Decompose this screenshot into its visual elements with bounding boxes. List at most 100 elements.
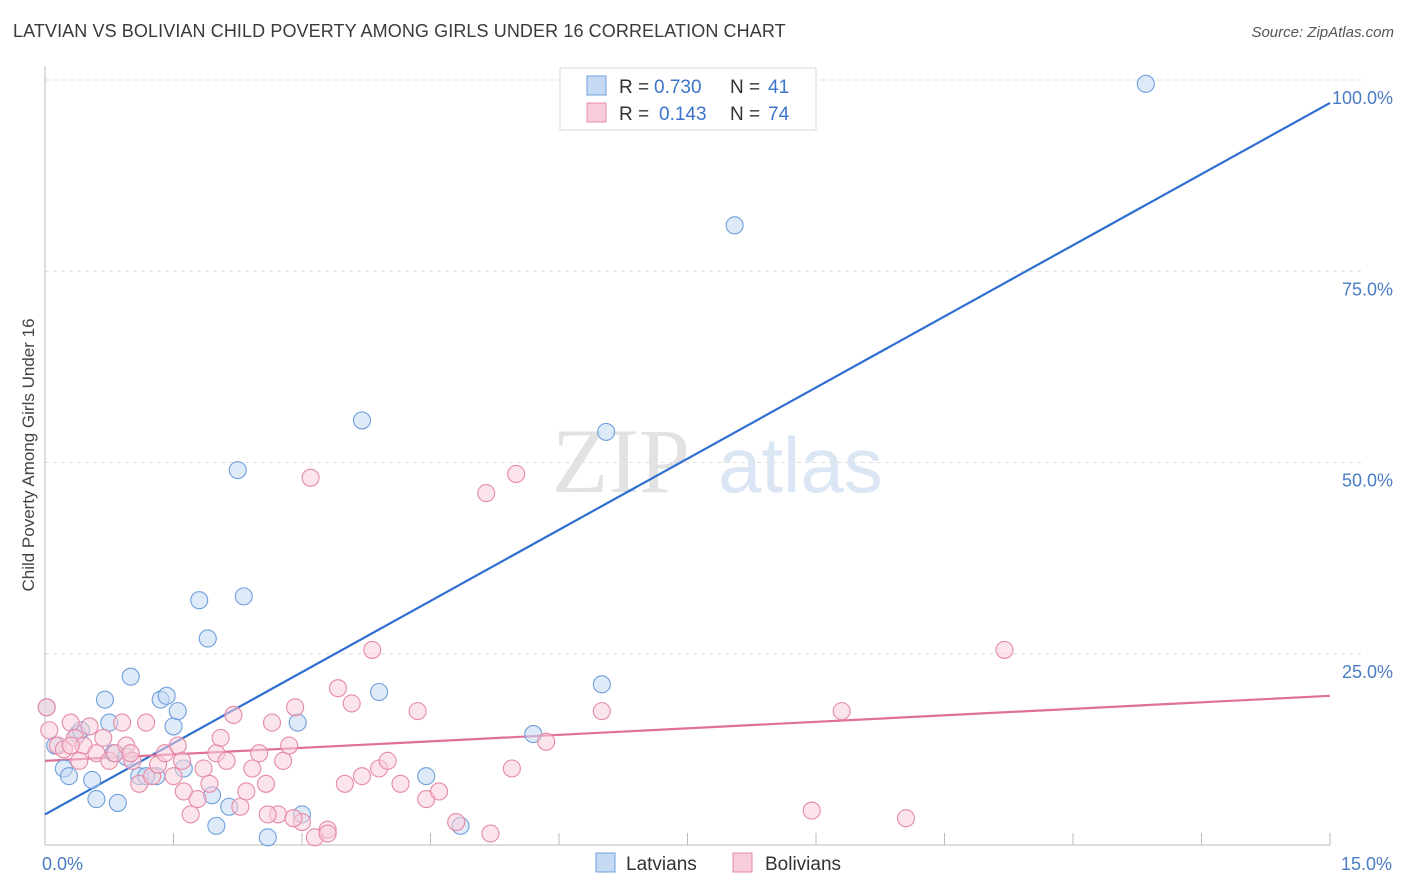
point-latvians-17 [164,717,183,736]
y-tick-label-0: 25.0% [1342,662,1393,682]
point-latvians-23 [207,816,226,835]
legend-n-value-2: 74 [768,104,790,125]
point-latvians-3 [59,767,79,786]
legend-n-value-1: 41 [768,77,789,98]
source-credit: Source: ZipAtlas.com [1251,24,1394,41]
y-tick-label-3: 100.0% [1332,88,1393,108]
point-latvians-28 [288,713,307,732]
point-bolivians-45 [328,679,348,698]
point-latvians-35 [592,675,611,694]
point-bolivians-21 [168,736,187,755]
point-bolivians-35 [256,774,276,793]
trend-line-bolivians [44,694,1331,762]
point-bolivians-62 [592,702,611,721]
point-bolivians-31 [231,797,250,816]
point-latvians-26 [234,587,253,606]
x-tick-label-0: 0.0% [42,854,83,874]
series-legend: Latvians Bolivians [595,852,841,875]
point-latvians-25 [228,461,247,480]
legend-swatch-latvians [586,75,607,96]
point-latvians-21 [198,629,217,648]
point-bolivians-66 [995,640,1014,659]
point-bolivians-9 [94,728,113,747]
point-bolivians-57 [477,484,496,503]
point-bolivians-72 [284,809,303,828]
point-bolivians-7 [80,717,99,736]
point-bolivians-39 [280,736,299,755]
point-bolivians-59 [502,759,521,778]
y-tick-label-1: 50.0% [1342,471,1393,491]
legend-n-label-2: N = [730,104,760,125]
legend-r-label-2: R = [619,104,649,125]
legend-n-label-1: N = [730,77,760,98]
point-bolivians-68 [121,744,140,763]
point-bolivians-49 [363,640,382,659]
point-bolivians-29 [217,751,236,770]
point-bolivians-69 [61,736,80,755]
bottom-swatch-bolivians [732,852,753,873]
point-bolivians-38 [274,751,293,770]
point-latvians-18 [168,702,187,721]
point-bolivians-23 [181,805,200,824]
point-bolivians-63 [802,801,821,820]
point-latvians-32 [417,767,436,786]
point-bolivians-64 [832,702,851,721]
watermark-atlas: atlas [718,421,883,509]
point-bolivians-26 [200,774,219,793]
legend-label-bolivians: Bolivians [765,854,841,875]
point-bolivians-42 [301,468,320,487]
point-latvians-8 [95,690,115,709]
point-latvians-38 [1136,74,1155,93]
point-bolivians-70 [70,751,89,770]
point-bolivians-12 [113,713,132,732]
point-bolivians-53 [408,702,427,721]
legend-r-value-1: 0.730 [654,77,702,98]
point-bolivians-48 [352,767,372,786]
point-bolivians-67 [258,805,277,824]
point-bolivians-60 [507,464,526,484]
point-latvians-27 [258,828,277,847]
point-bolivians-65 [896,809,916,828]
legend-label-latvians: Latvians [626,854,697,875]
point-bolivians-55 [430,782,449,801]
data-points [37,74,1155,847]
point-bolivians-25 [194,759,213,778]
x-tick-label-1: 15.0% [1341,854,1392,874]
stats-legend: R = 0.730 N = 41 R = 0.143 N = 74 [559,67,817,131]
point-bolivians-4 [61,713,80,732]
point-bolivians-71 [173,751,192,770]
legend-r-value-2: 0.143 [659,104,707,125]
point-bolivians-51 [378,751,397,770]
point-bolivians-47 [342,694,361,713]
point-bolivians-58 [481,824,500,843]
point-bolivians-34 [250,744,269,763]
legend-r-label-1: R = [619,77,649,98]
point-bolivians-36 [262,713,282,732]
point-bolivians-61 [537,732,556,751]
point-bolivians-24 [188,790,207,809]
tick-labels: 25.0% 50.0% 75.0% 100.0% 0.0% 15.0% [42,88,1393,874]
point-bolivians-28 [211,728,230,747]
point-latvians-16 [157,686,176,705]
point-latvians-7 [87,790,106,809]
point-latvians-20 [190,591,209,610]
point-bolivians-40 [286,698,305,717]
chart-title: LATVIAN VS BOLIVIAN CHILD POVERTY AMONG … [13,21,786,41]
point-latvians-30 [352,411,372,430]
grid-lines [45,79,1365,655]
bottom-swatch-latvians [595,852,616,873]
point-bolivians-32 [237,782,256,801]
point-latvians-37 [725,216,744,235]
trend-line-latvians [44,101,1331,816]
point-bolivians-0 [37,698,56,717]
point-bolivians-16 [137,713,156,732]
point-latvians-39 [108,793,127,812]
point-latvians-36 [597,422,616,441]
point-latvians-31 [370,682,389,702]
point-bolivians-56 [447,812,466,832]
point-bolivians-33 [243,759,262,778]
point-bolivians-73 [318,824,337,843]
point-bolivians-30 [224,705,243,725]
legend-swatch-bolivians [586,102,607,123]
